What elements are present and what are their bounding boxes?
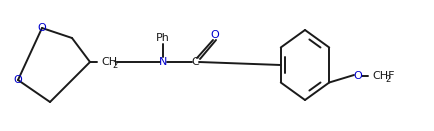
Text: CH: CH — [101, 57, 117, 67]
Text: N: N — [158, 57, 167, 67]
Text: O: O — [353, 71, 362, 81]
Text: O: O — [210, 30, 219, 40]
Text: O: O — [37, 23, 46, 33]
Text: 2: 2 — [384, 75, 389, 83]
Text: 2: 2 — [112, 61, 117, 70]
Text: CHF: CHF — [371, 71, 394, 81]
Text: C: C — [191, 57, 198, 67]
Text: Ph: Ph — [156, 33, 170, 43]
Text: O: O — [13, 75, 22, 85]
